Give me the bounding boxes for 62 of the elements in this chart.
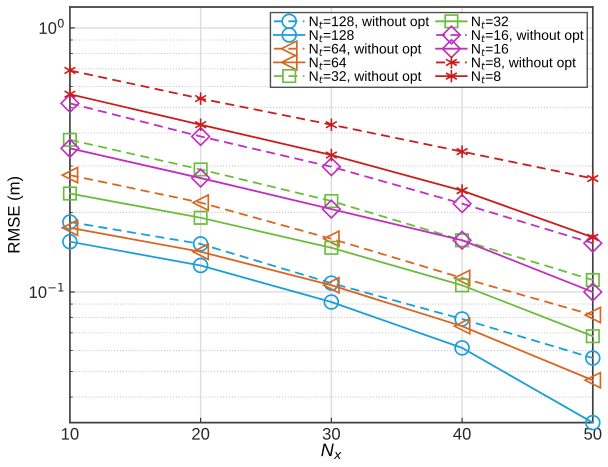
point [586, 171, 600, 186]
point [454, 340, 470, 356]
point [192, 258, 208, 274]
point [194, 91, 207, 106]
legend-label: N$_{t}$=16 [472, 44, 508, 56]
point [190, 168, 210, 188]
point [60, 138, 80, 158]
x-tick-label: 20 [192, 428, 210, 440]
point [322, 157, 342, 176]
y-tick-label: 10$^{−1}$ [30, 283, 64, 298]
point [324, 240, 338, 255]
point [456, 184, 468, 198]
x-axis-title: N$_{x}$ [321, 444, 342, 460]
point [325, 148, 338, 162]
point [194, 118, 207, 132]
point [61, 166, 78, 184]
point [62, 132, 78, 147]
legend-label: N$_{t}$=64 [310, 58, 346, 70]
point [583, 282, 602, 302]
legend-label: N$_{t}$=8, without opt [472, 57, 576, 70]
legend-label: N$_{t}$=32, without opt [310, 70, 422, 84]
point [585, 350, 601, 366]
point [64, 63, 76, 78]
point [586, 272, 600, 288]
point [322, 230, 340, 248]
x-tick-label: 30 [322, 428, 340, 440]
point [324, 275, 340, 291]
point [190, 126, 210, 146]
point [64, 87, 76, 102]
point [194, 210, 208, 225]
point [583, 234, 602, 253]
point [454, 311, 470, 327]
point [192, 243, 210, 260]
point [62, 214, 78, 230]
point [61, 219, 78, 236]
point [192, 194, 210, 212]
x-tick-label: 10 [62, 428, 79, 440]
point [324, 194, 338, 208]
point [454, 318, 471, 335]
point [324, 294, 340, 310]
point [194, 162, 208, 177]
point [586, 329, 600, 344]
point [584, 306, 602, 324]
legend-label: N$_{t}$=16, without opt [472, 30, 584, 43]
legend-label: N$_{t}$=128 [310, 30, 354, 42]
y-axis-title: RMSE (m) [7, 176, 23, 252]
point [192, 236, 208, 252]
point [322, 199, 342, 219]
point [322, 276, 340, 294]
point [456, 144, 468, 159]
point [454, 269, 471, 286]
legend-label: N$_{t}$=128, without opt [310, 16, 430, 29]
legend-label: N$_{t}$=8 [472, 71, 500, 84]
point [452, 194, 472, 214]
point [584, 372, 602, 389]
x-tick-label: 40 [453, 428, 471, 440]
point [325, 118, 338, 132]
legend-label: N$_{t}$=64, without opt [310, 43, 422, 56]
y-tick-label: 10$^{0}$ [40, 18, 64, 34]
point [62, 234, 78, 250]
legend-label: N$_{t}$=32 [472, 16, 508, 28]
point [62, 186, 78, 201]
